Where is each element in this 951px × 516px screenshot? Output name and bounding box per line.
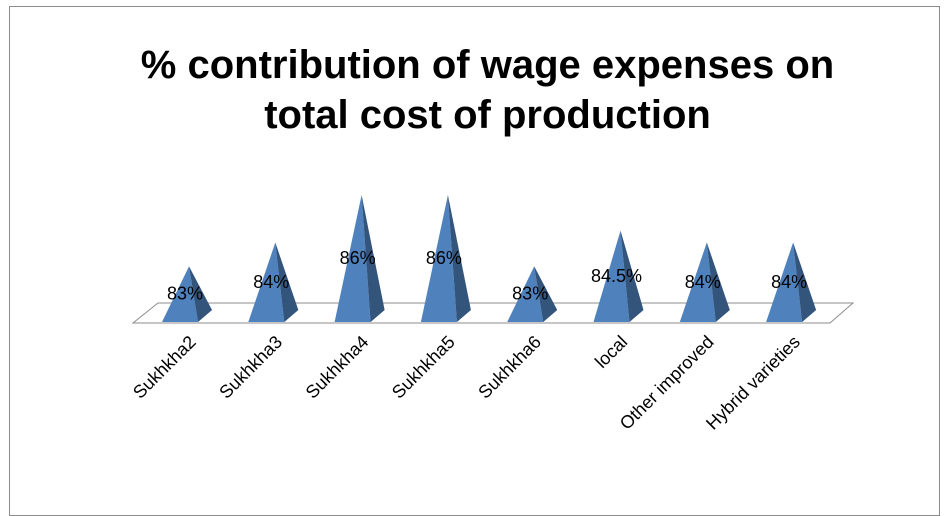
value-label: 86% bbox=[426, 248, 462, 268]
pyramid-side bbox=[793, 242, 817, 322]
pyramid-side bbox=[275, 242, 299, 322]
pyramid-front bbox=[420, 195, 457, 322]
x-tick-label: local bbox=[591, 332, 631, 372]
x-tick-label: Sukhkha6 bbox=[474, 332, 545, 403]
x-tick-label: Sukhkha4 bbox=[302, 332, 373, 403]
pyramid-side bbox=[534, 266, 558, 322]
pyramid-shade bbox=[361, 195, 385, 322]
value-label: 83% bbox=[512, 284, 548, 304]
pyramid-front bbox=[593, 230, 630, 322]
pyramid-shade bbox=[793, 242, 817, 322]
pyramid bbox=[162, 266, 212, 322]
pyramid-front bbox=[162, 266, 198, 322]
pyramid-front bbox=[248, 242, 285, 322]
pyramid-shade bbox=[534, 266, 558, 322]
pyramid-side bbox=[447, 195, 471, 322]
pyramid bbox=[593, 230, 644, 322]
value-label: 84% bbox=[685, 272, 721, 292]
pyramid-front bbox=[679, 242, 716, 322]
pyramid-side bbox=[706, 242, 730, 322]
value-label: 84% bbox=[253, 272, 289, 292]
pyramid-shade bbox=[706, 242, 730, 322]
pyramid-shade bbox=[620, 230, 644, 322]
value-label: 83% bbox=[167, 284, 203, 304]
x-tick-label: Sukhkha5 bbox=[388, 332, 459, 403]
pyramid bbox=[248, 242, 299, 322]
pyramid bbox=[679, 242, 730, 322]
pyramid-front bbox=[334, 195, 371, 322]
value-label: 86% bbox=[340, 248, 376, 268]
pyramid-side bbox=[620, 230, 644, 322]
pyramid-shade bbox=[189, 266, 212, 322]
pyramid-shade bbox=[275, 242, 299, 322]
chart-title: % contribution of wage expenses on total… bbox=[140, 43, 835, 137]
pyramid bbox=[507, 266, 558, 322]
x-tick-label: Sukhkha3 bbox=[215, 332, 286, 403]
x-tick-label: Sukhkha2 bbox=[129, 332, 200, 403]
pyramid-side bbox=[189, 266, 212, 322]
pyramid-shade bbox=[447, 195, 471, 322]
x-tick-label: Hybrid varieties bbox=[702, 332, 804, 434]
value-label: 84.5% bbox=[591, 266, 642, 286]
pyramid bbox=[420, 195, 471, 322]
pyramid bbox=[334, 195, 385, 322]
pyramid-front bbox=[766, 242, 803, 322]
pyramid-front bbox=[507, 266, 544, 322]
value-label: 84% bbox=[771, 272, 807, 292]
floor bbox=[131, 302, 855, 324]
pyramid-side bbox=[361, 195, 385, 322]
pyramid bbox=[766, 242, 817, 322]
